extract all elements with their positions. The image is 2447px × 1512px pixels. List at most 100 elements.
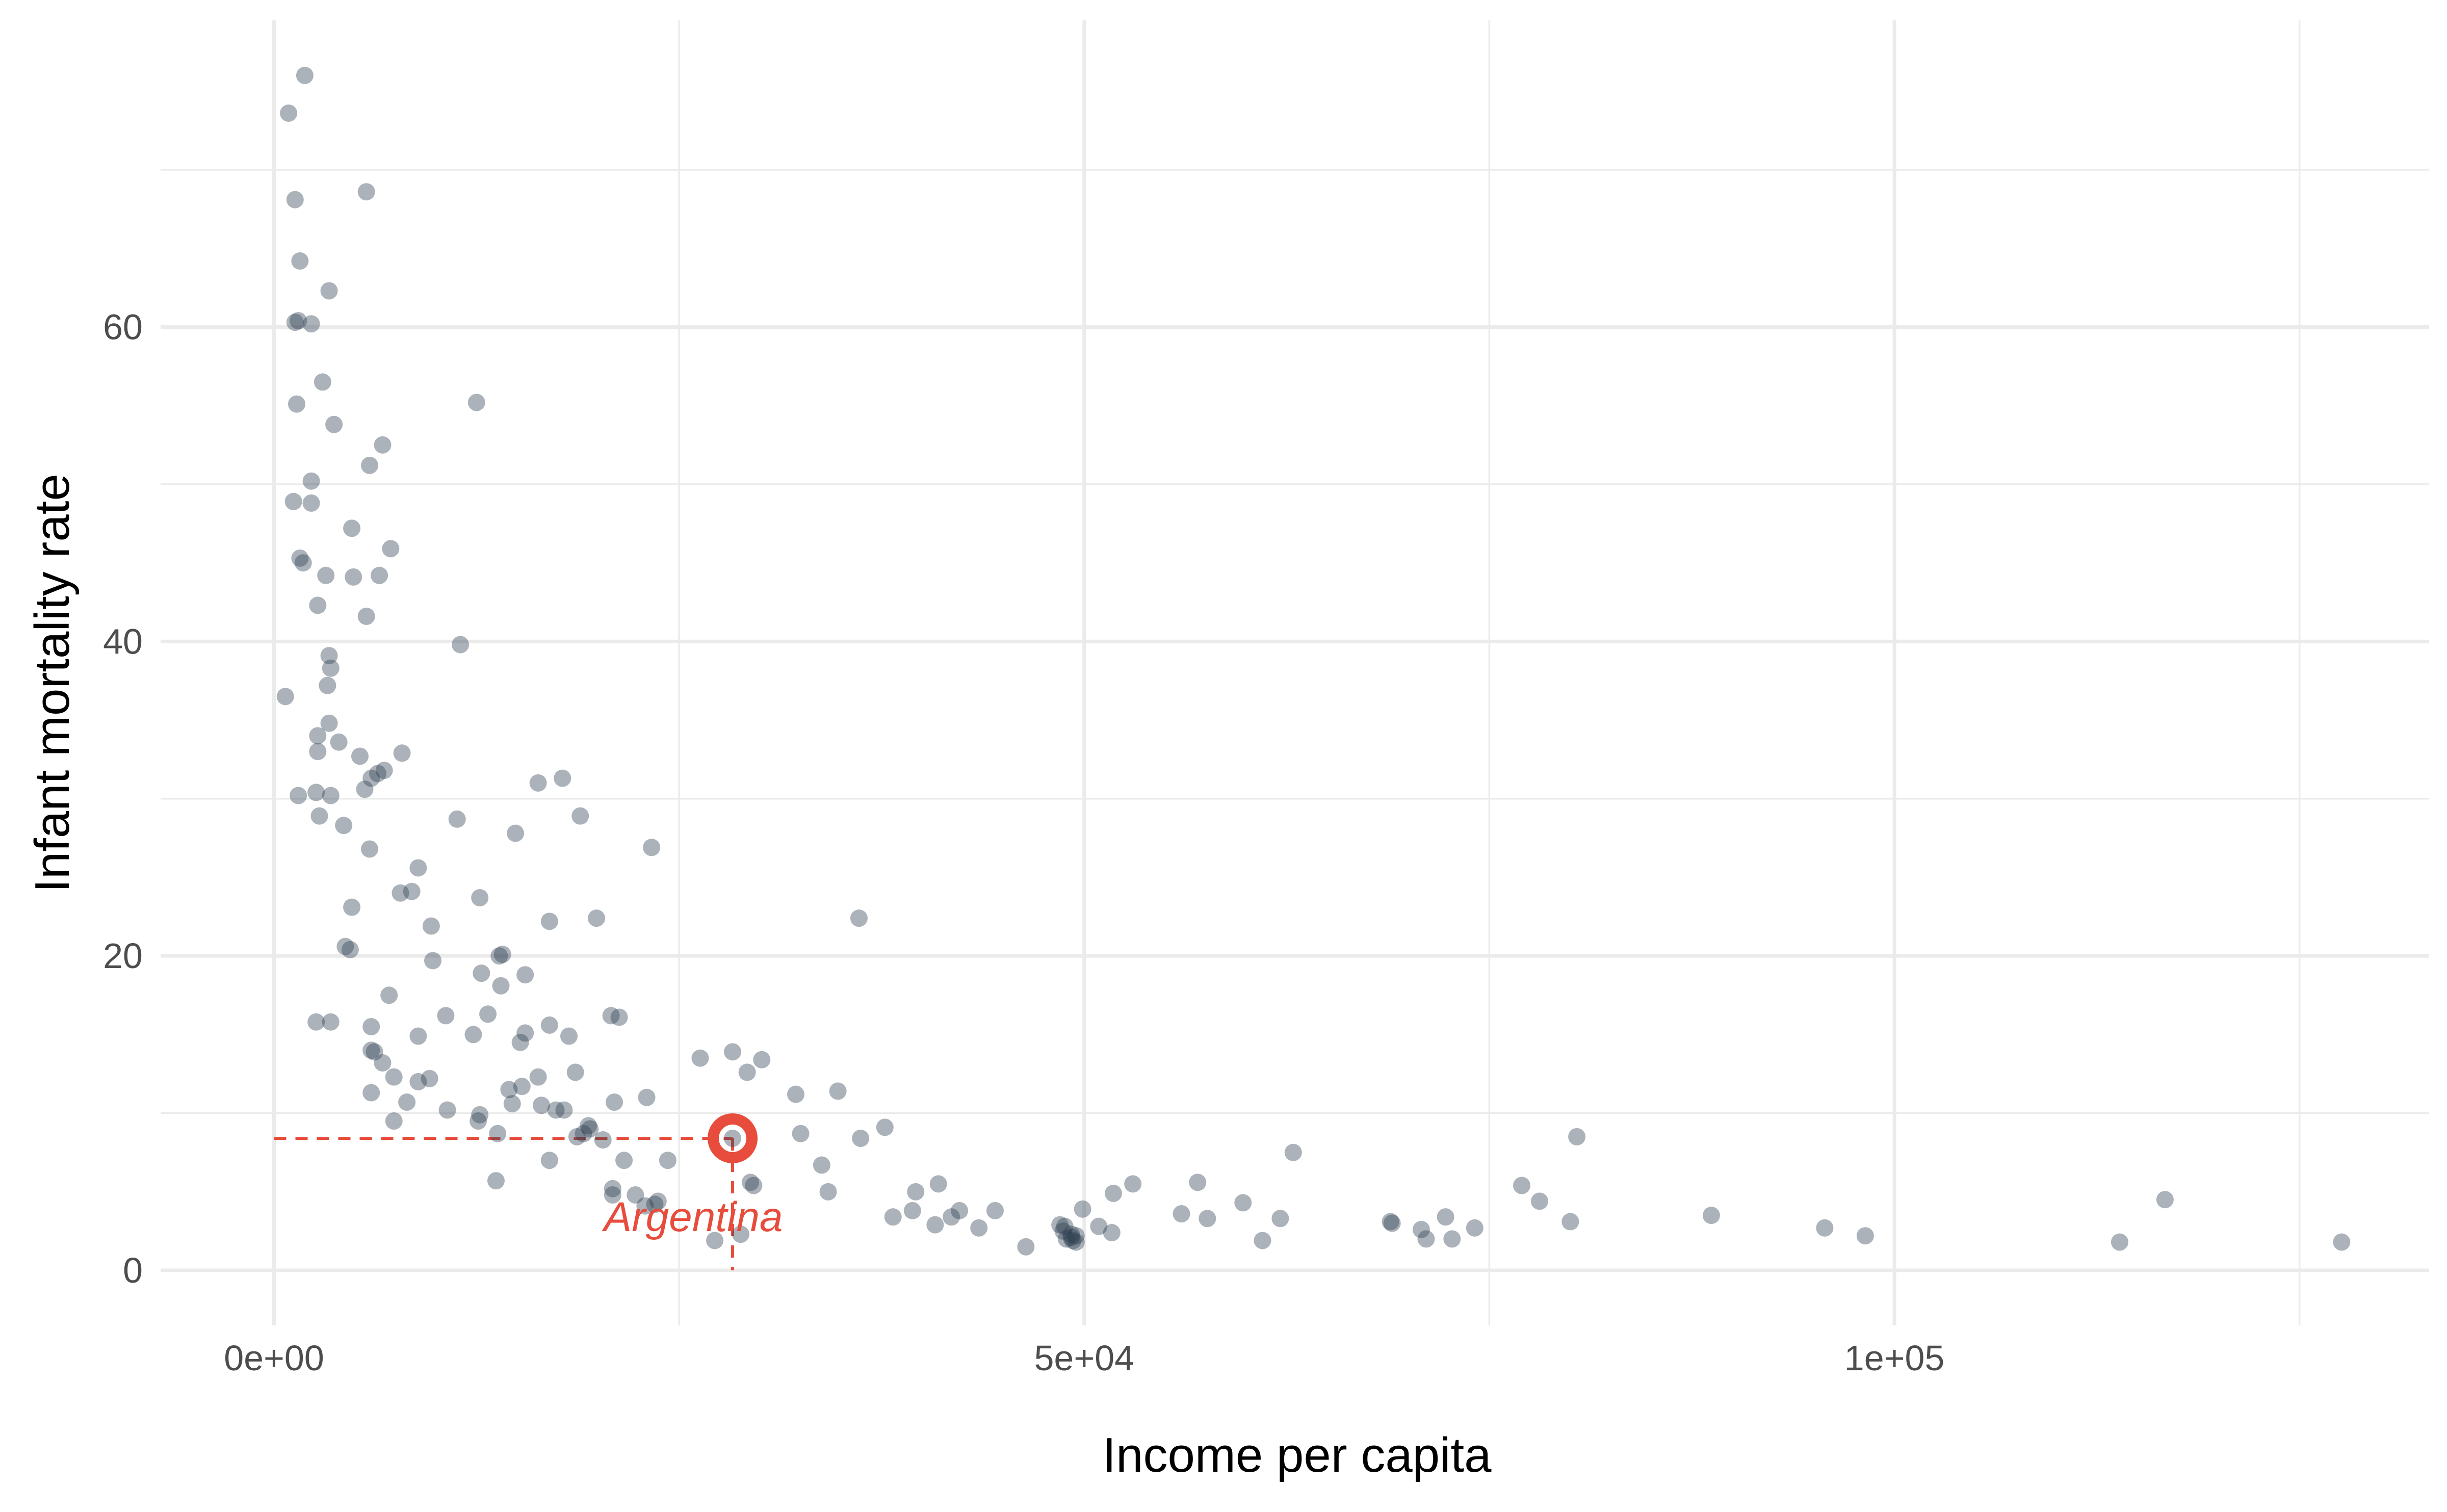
data-point bbox=[393, 744, 411, 762]
data-point bbox=[649, 1192, 667, 1210]
data-point bbox=[1062, 1229, 1080, 1246]
data-point bbox=[724, 1043, 742, 1061]
data-point bbox=[374, 436, 392, 454]
data-point bbox=[1064, 1232, 1082, 1249]
data-point bbox=[437, 1007, 455, 1025]
data-point bbox=[1057, 1230, 1075, 1248]
data-point bbox=[580, 1117, 597, 1135]
data-point bbox=[319, 676, 336, 694]
data-point bbox=[513, 1078, 531, 1096]
data-point bbox=[371, 566, 388, 584]
data-point bbox=[492, 977, 510, 995]
data-point bbox=[575, 1125, 592, 1142]
data-point bbox=[500, 1081, 518, 1099]
data-point bbox=[1443, 1230, 1461, 1248]
data-point bbox=[343, 519, 361, 537]
data-point bbox=[540, 1016, 558, 1034]
data-point bbox=[604, 1180, 621, 1197]
data-point bbox=[302, 315, 320, 333]
data-point bbox=[1568, 1128, 1586, 1145]
data-point bbox=[2111, 1233, 2128, 1251]
data-point bbox=[1056, 1217, 1074, 1235]
data-point bbox=[581, 1120, 599, 1138]
data-point bbox=[398, 1093, 416, 1111]
data-point bbox=[409, 1027, 427, 1045]
data-point bbox=[943, 1208, 960, 1226]
data-point bbox=[276, 688, 294, 706]
data-point bbox=[307, 784, 325, 801]
tick-labels: 0 20 40 60 0e+00 5e+04 1e+05 bbox=[103, 307, 1944, 1378]
argentina-annotation: Argentina bbox=[602, 1194, 783, 1240]
data-point bbox=[473, 964, 490, 982]
data-point bbox=[409, 1073, 427, 1090]
data-point bbox=[1816, 1219, 1834, 1237]
data-point bbox=[706, 1232, 724, 1249]
data-point bbox=[986, 1202, 1004, 1219]
data-point bbox=[309, 596, 327, 614]
data-point bbox=[336, 937, 354, 955]
data-point bbox=[555, 1101, 573, 1119]
data-point bbox=[362, 1018, 380, 1035]
y-tick-label: 40 bbox=[103, 621, 143, 661]
data-point bbox=[290, 312, 307, 330]
data-point bbox=[627, 1186, 644, 1204]
x-axis-title: Income per capita bbox=[1102, 1428, 1492, 1482]
data-point bbox=[540, 913, 558, 930]
data-point bbox=[643, 839, 661, 856]
data-point bbox=[926, 1216, 944, 1234]
data-point bbox=[1103, 1224, 1121, 1242]
argentina-highlight-ring bbox=[708, 1113, 758, 1163]
data-point bbox=[320, 714, 338, 732]
data-point bbox=[374, 1054, 392, 1072]
data-point bbox=[448, 810, 466, 828]
data-point bbox=[507, 824, 525, 842]
data-point bbox=[1054, 1222, 1072, 1240]
data-point bbox=[503, 1095, 521, 1113]
data-point bbox=[516, 1024, 534, 1042]
data-point bbox=[325, 415, 343, 433]
data-point bbox=[1173, 1205, 1190, 1223]
data-point bbox=[547, 1101, 565, 1119]
data-point bbox=[850, 909, 868, 927]
x-tick-label: 5e+04 bbox=[1034, 1338, 1134, 1378]
data-point bbox=[529, 774, 547, 792]
data-point bbox=[357, 183, 375, 201]
data-point bbox=[322, 787, 340, 804]
data-point bbox=[1051, 1216, 1069, 1234]
data-point bbox=[438, 1101, 456, 1119]
data-point bbox=[1437, 1208, 1454, 1226]
data-point bbox=[345, 568, 362, 586]
data-point bbox=[452, 636, 470, 654]
data-point bbox=[1382, 1213, 1399, 1231]
data-point bbox=[732, 1226, 749, 1243]
data-point bbox=[1702, 1207, 1720, 1224]
data-point bbox=[362, 1084, 380, 1102]
data-point bbox=[351, 747, 369, 765]
data-point bbox=[532, 1097, 550, 1114]
data-point bbox=[568, 1128, 586, 1145]
data-point bbox=[467, 394, 485, 411]
data-point bbox=[1417, 1230, 1435, 1248]
data-point bbox=[1124, 1175, 1142, 1193]
data-point bbox=[588, 909, 606, 927]
data-point bbox=[341, 941, 359, 958]
data-point bbox=[302, 494, 320, 512]
data-point bbox=[638, 1088, 656, 1106]
data-point bbox=[322, 1013, 340, 1031]
data-point bbox=[493, 946, 511, 963]
data-point bbox=[1513, 1177, 1530, 1194]
data-point bbox=[286, 191, 304, 208]
data-point bbox=[970, 1219, 988, 1237]
data-point bbox=[343, 898, 361, 916]
data-point bbox=[422, 917, 440, 935]
data-point bbox=[1284, 1143, 1302, 1161]
data-point bbox=[361, 456, 379, 474]
data-point bbox=[1254, 1232, 1271, 1249]
data-point bbox=[615, 1152, 633, 1169]
data-point bbox=[1062, 1226, 1080, 1243]
highlight-marker bbox=[708, 1113, 758, 1163]
data-point bbox=[471, 889, 489, 907]
data-point bbox=[604, 1186, 621, 1204]
y-tick-label: 60 bbox=[103, 307, 143, 347]
